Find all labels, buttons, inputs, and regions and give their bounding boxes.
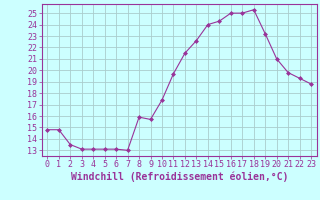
X-axis label: Windchill (Refroidissement éolien,°C): Windchill (Refroidissement éolien,°C) [70, 172, 288, 182]
